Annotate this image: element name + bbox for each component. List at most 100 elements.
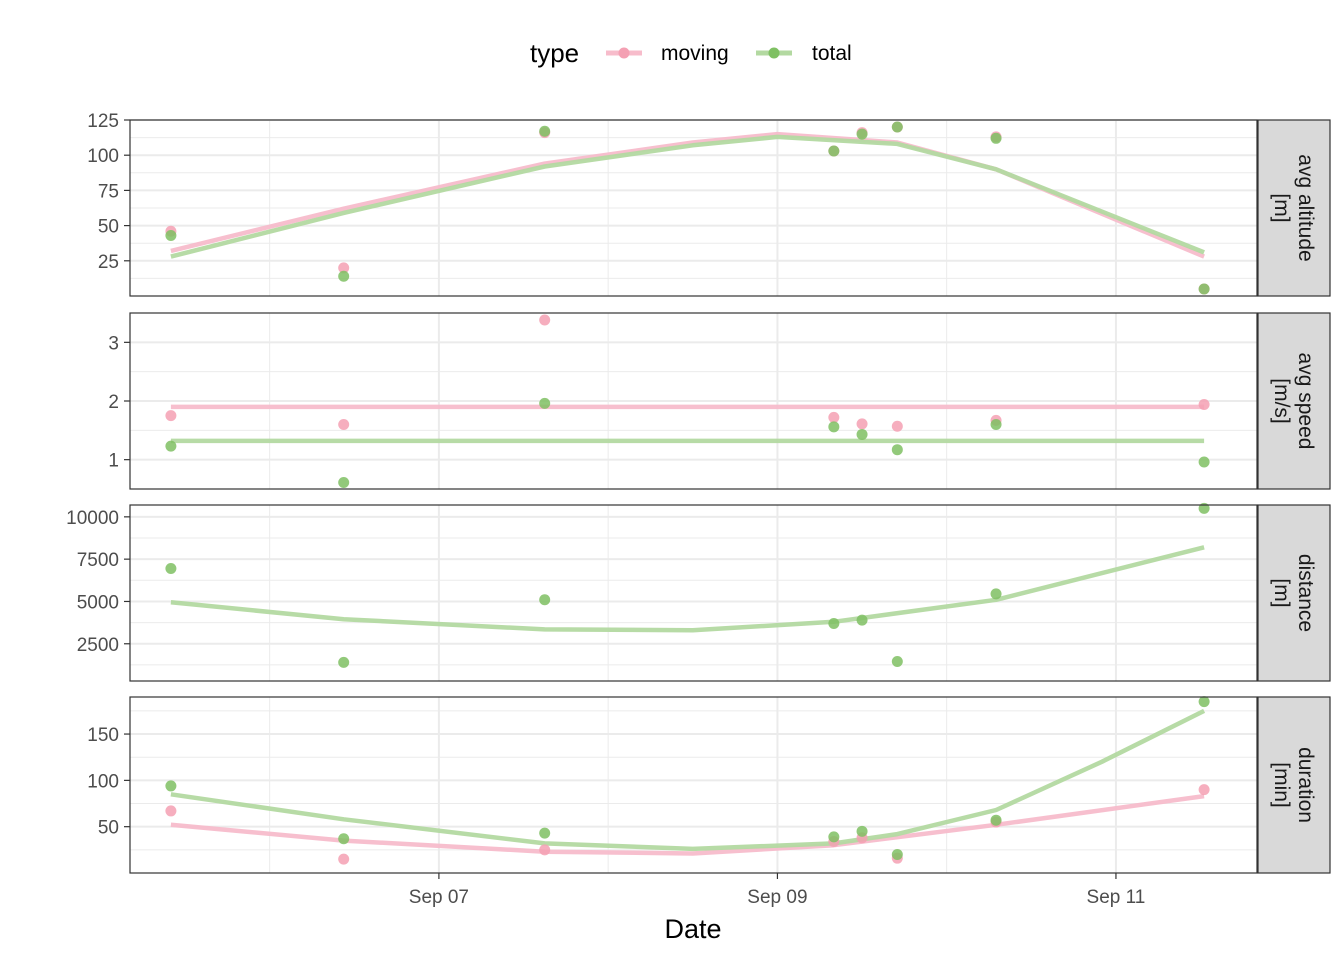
panel-1: 1 2 3 avg speed[m/s] [108, 312, 1331, 490]
y-tick-label: 7500 [77, 550, 119, 571]
panel-border [129, 504, 1258, 682]
y-tick-label: 75 [98, 181, 119, 202]
data-point-total [539, 827, 551, 839]
facet-strip [1257, 312, 1331, 490]
data-point-moving [539, 314, 551, 326]
data-point-total [539, 397, 551, 409]
data-point-total [539, 594, 551, 606]
y-tick-label: 25 [98, 252, 119, 273]
data-point-total [539, 125, 551, 137]
data-point-total [165, 780, 177, 792]
data-point-moving [1198, 399, 1210, 411]
panel-background [130, 505, 1257, 681]
y-tick-label: 5000 [77, 592, 119, 613]
data-point-total [891, 121, 903, 133]
data-point-total [828, 617, 840, 629]
y-tick-label: 1 [108, 451, 119, 472]
facet-strip-label: distance[m] [1270, 554, 1317, 632]
data-point-total [165, 440, 177, 452]
facet-strip-label: avg speed[m/s] [1270, 353, 1317, 450]
facet-strip-label-line: [m] [1270, 193, 1293, 222]
facet-strip [1257, 696, 1331, 874]
facet-strip-label-line: duration [1294, 747, 1317, 823]
data-point-moving [828, 411, 840, 423]
y-tick-label: 150 [87, 725, 119, 746]
data-point-total [1198, 456, 1210, 468]
data-point-total [828, 831, 840, 843]
panel-border [129, 119, 1258, 297]
trend-line-total [170, 545, 1205, 633]
y-tick-label: 2500 [77, 635, 119, 656]
y-tick-label: 100 [87, 771, 119, 792]
data-point-moving [338, 418, 350, 430]
trend-line-total [170, 134, 1205, 259]
data-point-total [856, 614, 868, 626]
data-point-moving [1198, 784, 1210, 796]
facet-strip-label-line: distance [1294, 554, 1317, 632]
data-point-total [165, 229, 177, 241]
data-point-total [1198, 696, 1210, 708]
data-point-moving [338, 262, 350, 274]
panel-3: 50 100 150 duration[min] [87, 696, 1331, 874]
legend-label-moving: moving [661, 42, 729, 65]
facet-strip-label-line: [m] [1270, 578, 1293, 607]
x-axis-title: Date [664, 914, 721, 944]
facet-strip [1257, 119, 1331, 297]
facet-strip-label-line: avg speed [1294, 353, 1317, 450]
data-point-total [165, 562, 177, 574]
data-point-total [338, 270, 350, 282]
data-point-total [338, 656, 350, 668]
legend-key-total-dot [768, 47, 780, 59]
data-point-total [1198, 283, 1210, 295]
facet-strip [1257, 504, 1331, 682]
y-tick-label: 125 [87, 111, 119, 132]
x-tick-label: Sep 09 [747, 887, 807, 908]
panel-border [129, 696, 1258, 874]
data-point-moving [338, 853, 350, 865]
facet-strip-label-line: avg altitude [1294, 154, 1317, 261]
data-point-total [338, 833, 350, 845]
facet-strip-label: avg altitude[m] [1270, 154, 1317, 261]
data-point-moving [539, 844, 551, 856]
legend-key-moving-dot [618, 47, 630, 59]
panel-0: 25 50 75 100 125 avg altitude[m] [87, 111, 1331, 297]
y-tick-label: 100 [87, 146, 119, 167]
data-point-moving [856, 418, 868, 430]
legend-label-total: total [812, 42, 852, 65]
x-axis: Sep 07 Sep 09 Sep 11 [409, 873, 1146, 908]
panel-2: 2500 5000 7500 10000 distance[m] [66, 502, 1331, 682]
y-tick-label: 50 [98, 217, 119, 238]
facet-strip-label-line: [min] [1270, 762, 1293, 808]
x-tick-label: Sep 11 [1087, 887, 1146, 908]
facet-strip-label-line: [m/s] [1270, 378, 1293, 424]
panel-background [130, 697, 1257, 873]
legend-item-moving: moving [606, 42, 729, 65]
data-point-total [828, 421, 840, 433]
y-tick-label: 50 [98, 818, 119, 839]
y-tick-label: 10000 [66, 508, 119, 529]
data-point-moving [165, 410, 177, 422]
legend-item-total: total [756, 42, 852, 65]
data-point-moving [891, 420, 903, 432]
data-point-total [856, 428, 868, 440]
y-tick-label: 3 [108, 333, 119, 354]
y-tick-label: 2 [108, 392, 119, 413]
data-point-total [338, 477, 350, 489]
data-point-total [990, 132, 1002, 144]
data-point-total [891, 848, 903, 860]
facet-strip-label: duration[min] [1270, 747, 1317, 823]
data-point-total [856, 825, 868, 837]
x-tick-label: Sep 07 [409, 887, 469, 908]
data-point-moving [165, 805, 177, 817]
data-point-total [1198, 502, 1210, 514]
data-point-total [990, 588, 1002, 600]
data-point-total [990, 814, 1002, 826]
data-point-total [990, 418, 1002, 430]
data-point-total [891, 444, 903, 456]
data-point-total [856, 128, 868, 140]
data-point-total [828, 145, 840, 157]
legend: type moving total [530, 38, 852, 68]
data-point-total [891, 656, 903, 668]
